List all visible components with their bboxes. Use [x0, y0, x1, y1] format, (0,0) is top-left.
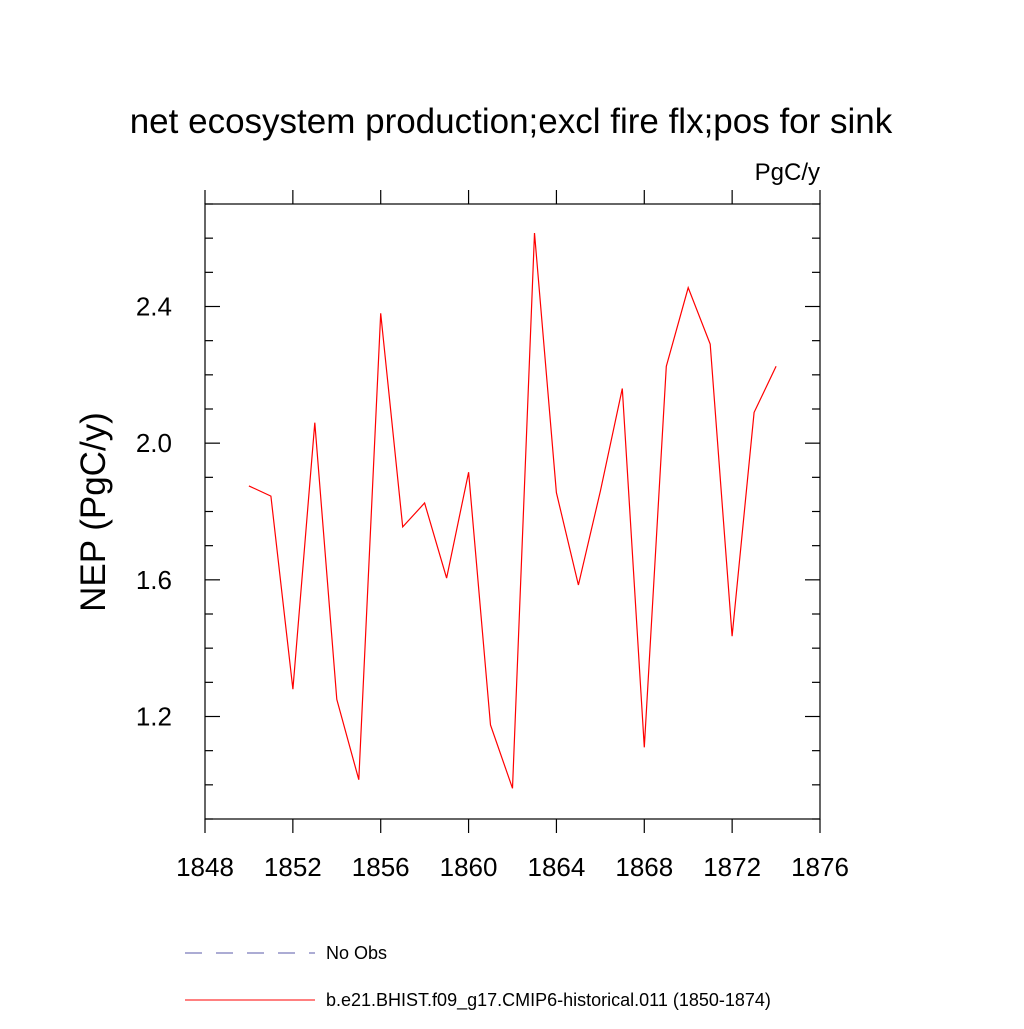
x-tick-label: 1848 — [176, 852, 234, 882]
data-point — [687, 287, 689, 289]
legend-label: No Obs — [326, 943, 387, 963]
units-label: PgC/y — [755, 159, 820, 186]
x-tick-label: 1852 — [264, 852, 322, 882]
data-point — [709, 343, 711, 345]
x-tick-label: 1872 — [703, 852, 761, 882]
data-point — [358, 779, 360, 781]
y-tick-label: 2.4 — [136, 292, 172, 322]
data-point — [665, 365, 667, 367]
y-tick-label: 2.0 — [136, 428, 172, 458]
data-point — [248, 485, 250, 487]
data-point — [731, 635, 733, 637]
plot-area: 1848 1852 1856 1860 1864 1868 1872 1876 1.2 1.6 2.… — [136, 190, 849, 882]
data-point — [753, 411, 755, 413]
x-tick-label: 1876 — [791, 852, 849, 882]
data-point — [270, 495, 272, 497]
y-tick-label: 1.6 — [136, 565, 172, 595]
data-point — [621, 387, 623, 389]
legend-label: b.e21.BHIST.f09_g17.CMIP6-historical.011… — [326, 990, 771, 1011]
data-point — [445, 577, 447, 579]
data-point — [511, 787, 513, 789]
chart-title: net ecosystem production;excl fire flx;p… — [130, 102, 893, 141]
x-tick-label: 1868 — [615, 852, 673, 882]
data-point — [380, 312, 382, 314]
data-point — [489, 724, 491, 726]
data-point — [533, 232, 535, 234]
data-point — [643, 746, 645, 748]
data-point — [467, 471, 469, 473]
data-point — [577, 584, 579, 586]
data-point — [555, 492, 557, 494]
data-point — [423, 502, 425, 504]
data-point — [314, 421, 316, 423]
series-line — [248, 232, 777, 789]
legend: No Obs b.e21.BHIST.f09_g17.CMIP6-historic… — [185, 943, 771, 1011]
plot-frame — [204, 203, 821, 820]
x-tick-label: 1864 — [528, 852, 586, 882]
y-tick-label: 1.2 — [136, 702, 172, 732]
data-point — [599, 490, 601, 492]
data-point — [336, 698, 338, 700]
data-point — [292, 688, 294, 690]
data-point — [775, 365, 777, 367]
y-axis-label: NEP (PgC/y) — [74, 412, 113, 612]
data-point — [401, 526, 403, 528]
x-tick-label: 1856 — [352, 852, 410, 882]
x-tick-label: 1860 — [440, 852, 498, 882]
